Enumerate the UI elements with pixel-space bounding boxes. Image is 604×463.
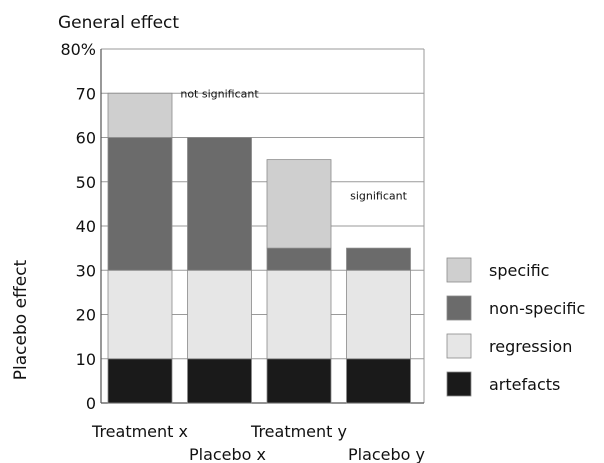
bar-segment-specific bbox=[266, 159, 332, 249]
annotation-label: significant bbox=[350, 189, 407, 202]
y-tick-label: 50 bbox=[76, 173, 96, 192]
y-tick-label: 40 bbox=[76, 217, 96, 236]
bar-segment-regression bbox=[107, 269, 173, 360]
bar-segment-specific bbox=[107, 92, 173, 138]
y-tick-label: 60 bbox=[76, 129, 96, 148]
y-tick-label: 10 bbox=[76, 350, 96, 369]
bar-segment-artefacts bbox=[187, 358, 252, 404]
y-tick-labels: 0 10 20 30 40 50 60 70 80% bbox=[60, 40, 96, 413]
legend-swatch bbox=[446, 295, 472, 321]
bars bbox=[107, 92, 411, 404]
annotation-label: not significant bbox=[180, 88, 259, 101]
legend-label: regression bbox=[489, 337, 572, 356]
legend-label: specific bbox=[489, 261, 549, 280]
y-tick-label: 80% bbox=[60, 40, 96, 59]
category-label: Treatment y bbox=[250, 422, 347, 441]
y-axis-label: Placebo effect bbox=[11, 259, 31, 380]
legend-label: artefacts bbox=[489, 375, 560, 394]
bar-segment-non-specific bbox=[266, 247, 332, 271]
legend-swatch bbox=[446, 257, 472, 283]
bar-segment-regression bbox=[346, 269, 411, 360]
bar-segment-regression bbox=[266, 269, 332, 360]
bar-segment-artefacts bbox=[107, 358, 173, 404]
legend: specific non-specific regression artefacts bbox=[446, 257, 585, 397]
bar-segment-regression bbox=[187, 269, 252, 360]
y-tick-label: 20 bbox=[76, 306, 96, 325]
bar-segment-non-specific bbox=[346, 247, 411, 271]
y-tick-label: 30 bbox=[76, 261, 96, 280]
bar-segment-non-specific bbox=[107, 137, 173, 271]
y-tick-label: 70 bbox=[76, 84, 96, 103]
bar-segment-non-specific bbox=[187, 137, 252, 271]
bar-segment-artefacts bbox=[346, 358, 411, 404]
legend-label: non-specific bbox=[489, 299, 585, 318]
legend-swatch bbox=[446, 371, 472, 397]
category-label: Placebo x bbox=[189, 445, 266, 463]
category-label: Treatment x bbox=[91, 422, 188, 441]
annotations: not significant significant bbox=[180, 88, 407, 203]
y-tick-label: 0 bbox=[86, 394, 96, 413]
legend-swatch bbox=[446, 333, 472, 359]
bar-segment-artefacts bbox=[266, 358, 332, 404]
category-label: Placebo y bbox=[348, 445, 425, 463]
chart-title: General effect bbox=[58, 13, 179, 33]
